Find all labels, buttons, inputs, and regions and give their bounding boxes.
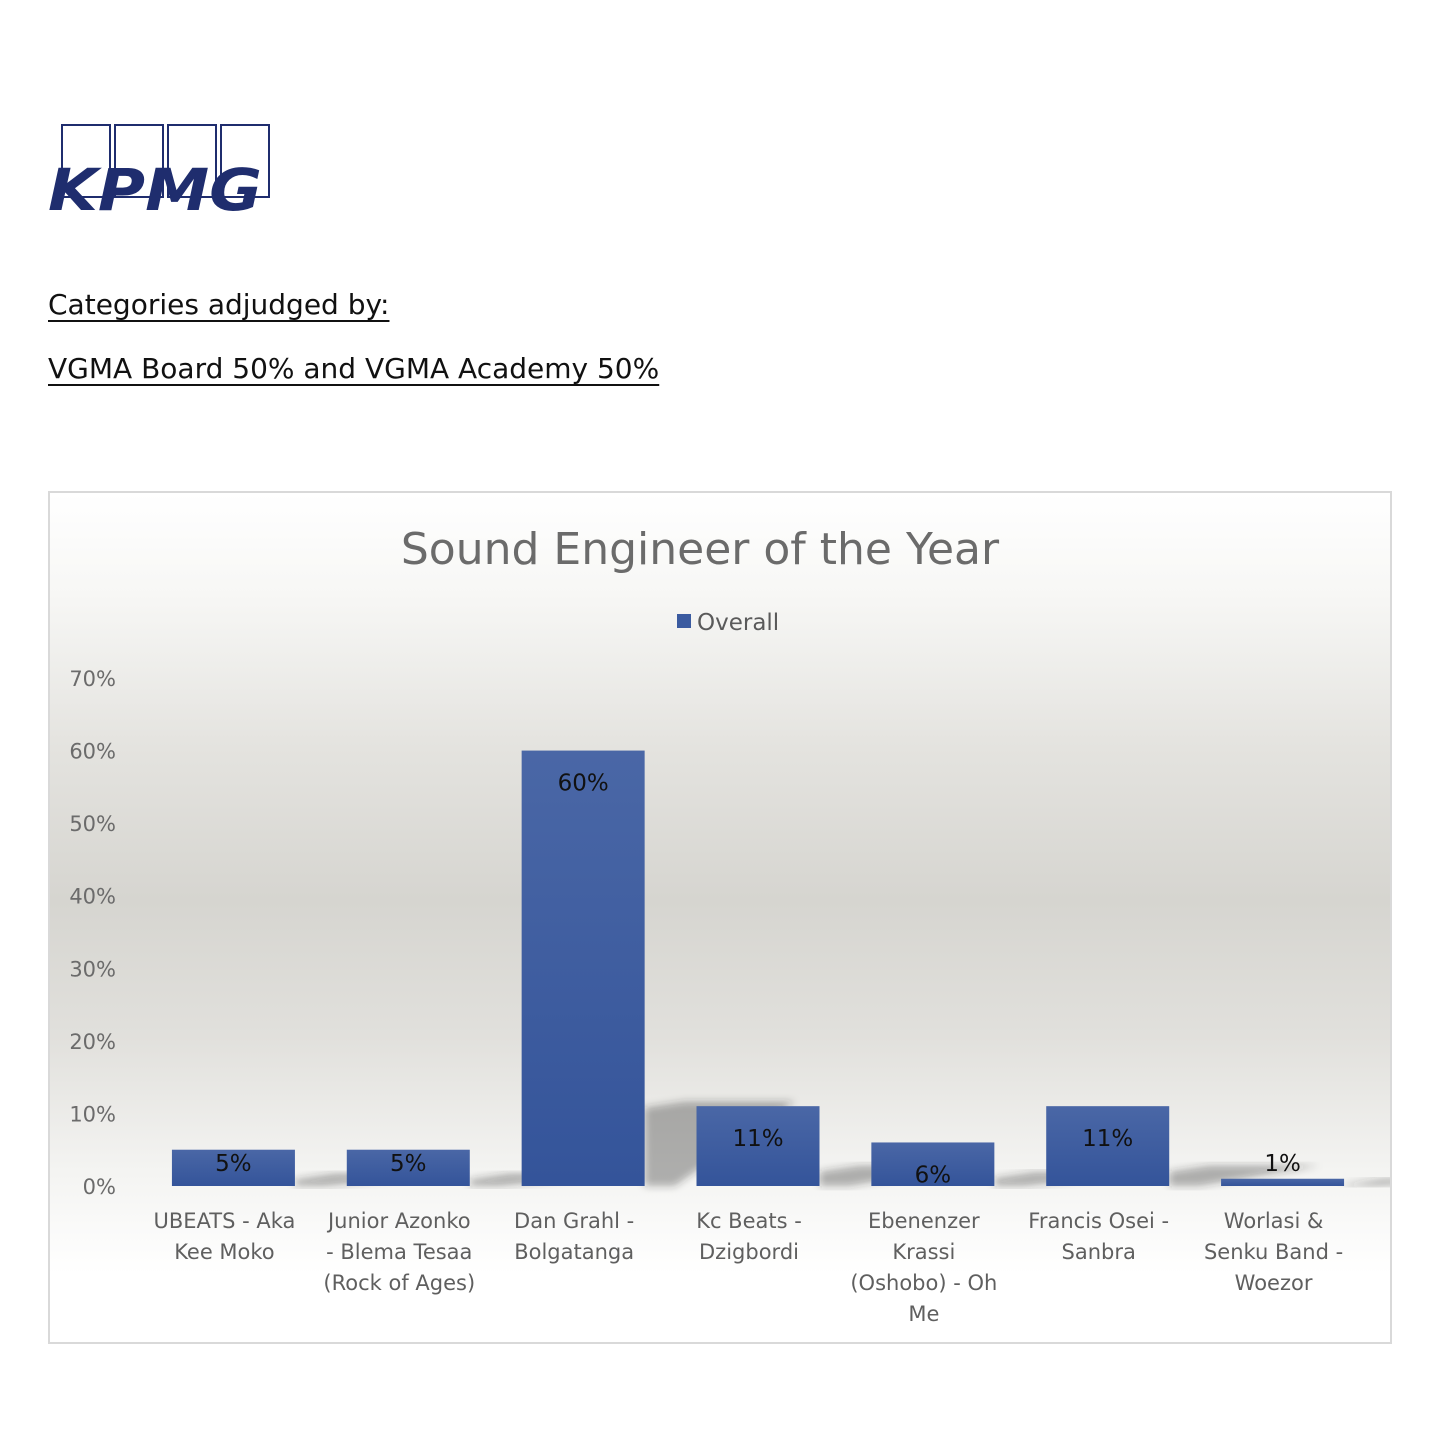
adjudication-weights: VGMA Board 50% and VGMA Academy 50% [48, 352, 660, 385]
bar [1046, 1106, 1170, 1186]
y-tick-label: 40% [69, 885, 116, 909]
x-category-label: Dan Grahl -Bolgatanga [514, 1209, 634, 1264]
y-tick-label: 30% [69, 957, 116, 981]
x-category-label: Worlasi & Senku Band -Woezor [1204, 1209, 1343, 1295]
bar-chart: Sound Engineer of the Year Overall 0% 10%… [69, 524, 1390, 1326]
y-tick-label: 70% [69, 667, 116, 691]
chart-title: Sound Engineer of the Year [401, 524, 1000, 575]
x-category-label: Ebenenzer Krassi (Oshobo) - Oh Me [850, 1209, 997, 1326]
adjudication-heading: Categories adjudged by: [48, 288, 390, 321]
bar [171, 1149, 295, 1186]
x-axis: UBEATS - Aka Kee Moko Junior Azonko - Blema… [153, 1209, 1343, 1326]
x-category-label: UBEATS - Aka Kee Moko [153, 1209, 295, 1264]
x-category-label: Francis Osei -Sanbra [1028, 1209, 1169, 1264]
bar [346, 1149, 470, 1186]
data-label: 60% [558, 771, 609, 797]
data-labels: 5% 5% 60% 11% 6% 11% 1% [215, 771, 1301, 1189]
data-label: 11% [1082, 1126, 1133, 1152]
data-label: 1% [1264, 1151, 1301, 1177]
y-tick-label: 20% [69, 1030, 116, 1054]
data-label: 6% [915, 1162, 952, 1188]
y-tick-label: 10% [69, 1102, 116, 1126]
bar-shadow [1344, 1178, 1390, 1186]
bar [696, 1106, 820, 1186]
legend-label: Overall [697, 610, 779, 636]
bar [871, 1142, 995, 1186]
y-axis: 0% 10% 20% 30% 40% 50% 60% 70% [69, 667, 116, 1199]
data-label: 5% [215, 1151, 252, 1177]
bar [1221, 1178, 1345, 1186]
legend: Overall [677, 610, 779, 636]
y-tick-label: 0% [83, 1175, 116, 1199]
x-category-label: Junior Azonko - Blema Tesaa (Rock of Ages) [323, 1209, 475, 1295]
legend-swatch [677, 614, 691, 628]
svg-text:KPMG: KPMG [48, 156, 262, 218]
bar-shadow [1169, 1165, 1320, 1186]
chart-frame: Sound Engineer of the Year Overall 0% 10%… [48, 491, 1392, 1344]
data-label: 5% [390, 1151, 427, 1177]
data-label: 11% [732, 1126, 783, 1152]
y-tick-label: 60% [69, 740, 116, 764]
y-tick-label: 50% [69, 812, 116, 836]
kpmg-logo: KPMG [48, 124, 270, 218]
x-category-label: Kc Beats -Dzigbordi [696, 1209, 802, 1264]
bars [171, 750, 1345, 1186]
bar [521, 750, 645, 1186]
